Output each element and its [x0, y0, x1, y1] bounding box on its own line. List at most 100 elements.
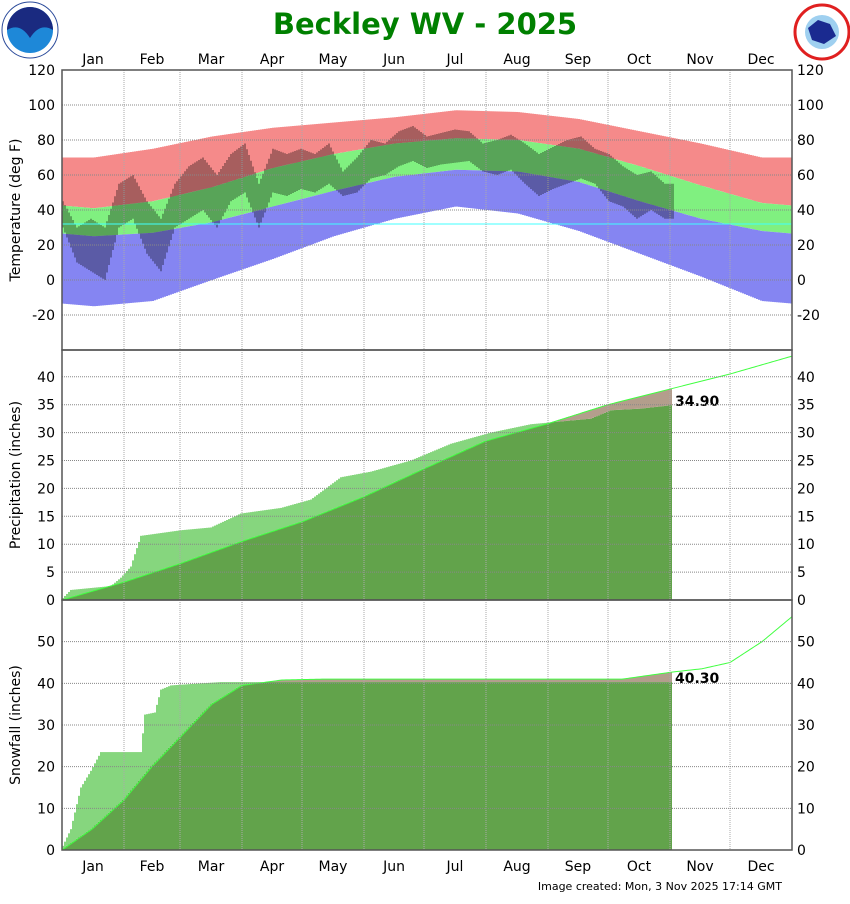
observed-temp-bar: [580, 137, 581, 179]
observed-temp-bar: [106, 221, 107, 272]
observed-normal-overlap-bar: [430, 465, 432, 600]
observed-normal-overlap-bar: [232, 690, 234, 850]
record-low-bar: [570, 181, 572, 229]
observed-normal-overlap-bar: [174, 742, 176, 850]
observed-temp-bar: [628, 170, 629, 212]
observed-normal-overlap-bar: [154, 572, 156, 600]
above-normal-bar: [194, 684, 196, 721]
observed-normal-overlap-bar: [280, 682, 282, 850]
normal-range-bar: [724, 192, 726, 223]
above-normal-bar: [174, 685, 176, 742]
y-tick-left: 25: [37, 453, 55, 469]
above-normal-bar: [128, 569, 130, 580]
observed-normal-overlap-bar: [658, 682, 660, 850]
record-high-bar: [80, 158, 82, 208]
observed-normal-overlap-bar: [490, 682, 492, 850]
above-normal-bar: [264, 510, 266, 533]
record-high-bar: [560, 117, 562, 146]
record-low-bar: [572, 181, 574, 229]
y-tick-right: 20: [797, 481, 815, 497]
record-high-bar: [528, 113, 530, 141]
above-normal-bar: [70, 590, 72, 597]
record-high-bar: [780, 158, 782, 205]
record-low-bar: [252, 212, 254, 266]
observed-normal-overlap-bar: [134, 786, 136, 850]
normal-range-bar: [722, 192, 724, 223]
observed-normal-overlap-bar: [396, 481, 398, 600]
below-normal-bar: [656, 674, 658, 682]
observed-normal-overlap-bar: [530, 428, 532, 600]
observed-normal-overlap-bar: [288, 682, 290, 850]
record-high-bar: [754, 156, 756, 201]
record-low-bar: [358, 185, 360, 229]
normal-range-bar: [754, 201, 756, 230]
observed-normal-overlap-bar: [368, 494, 370, 600]
observed-normal-overlap-bar: [390, 682, 392, 850]
record-low-bar: [310, 197, 312, 245]
above-normal-bar: [258, 511, 260, 536]
observed-temp-bar: [614, 159, 615, 203]
record-high-bar: [624, 128, 626, 162]
observed-temp-bar: [384, 144, 385, 176]
observed-normal-overlap-bar: [204, 710, 206, 850]
record-low-bar: [334, 191, 336, 236]
record-low-bar: [476, 170, 478, 209]
observed-normal-overlap-bar: [540, 682, 542, 850]
observed-normal-overlap-bar: [560, 421, 562, 600]
observed-normal-overlap-bar: [340, 506, 342, 600]
observed-normal-overlap-bar: [460, 682, 462, 850]
above-normal-bar: [106, 752, 108, 815]
observed-normal-overlap-bar: [316, 682, 318, 850]
normal-range-bar: [720, 191, 722, 223]
record-low-bar: [368, 183, 370, 226]
record-high-bar: [492, 111, 494, 139]
record-low-bar: [226, 218, 228, 274]
record-low-bar: [174, 229, 176, 293]
observed-normal-overlap-bar: [182, 562, 184, 600]
above-normal-bar: [160, 533, 162, 570]
observed-normal-overlap-bar: [396, 682, 398, 850]
record-high-bar: [634, 130, 636, 165]
observed-temp-bar: [578, 137, 579, 179]
observed-temp-bar: [448, 131, 449, 164]
record-high-bar: [334, 122, 336, 153]
record-low-bar: [716, 222, 718, 283]
normal-range-bar: [700, 186, 702, 219]
record-low-bar: [190, 226, 192, 287]
observed-temp-bar: [536, 153, 537, 195]
observed-temp-bar: [110, 209, 111, 258]
below-normal-bar: [620, 401, 622, 410]
observed-normal-overlap-bar: [450, 682, 452, 850]
record-low-bar: [192, 226, 194, 287]
record-low-bar: [466, 170, 468, 208]
record-high-bar: [476, 111, 478, 139]
observed-temp-bar: [570, 139, 571, 182]
observed-normal-overlap-bar: [440, 461, 442, 600]
observed-normal-overlap-bar: [582, 682, 584, 850]
observed-normal-overlap-bar: [576, 682, 578, 850]
observed-normal-overlap-bar: [586, 419, 588, 600]
observed-normal-overlap-bar: [392, 483, 394, 600]
below-normal-bar: [664, 390, 666, 406]
observed-temp-bar: [204, 160, 205, 213]
observed-temp-bar: [508, 136, 509, 171]
observed-temp-bar: [594, 149, 595, 184]
observed-normal-overlap-bar: [464, 682, 466, 850]
observed-normal-overlap-bar: [144, 774, 146, 850]
record-high-bar: [614, 126, 616, 159]
record-low-bar: [708, 220, 710, 279]
observed-temp-bar: [148, 204, 149, 257]
observed-normal-overlap-bar: [138, 781, 140, 850]
observed-normal-overlap-bar: [656, 682, 658, 850]
observed-temp-bar: [132, 175, 133, 219]
record-low-bar: [418, 174, 420, 214]
observed-normal-overlap-bar: [372, 682, 374, 850]
above-normal-bar: [108, 752, 110, 813]
record-low-bar: [136, 234, 138, 303]
observed-normal-overlap-bar: [224, 695, 226, 850]
observed-normal-overlap-bar: [644, 408, 646, 600]
observed-normal-overlap-bar: [412, 682, 414, 850]
above-normal-bar: [200, 528, 202, 555]
observed-normal-overlap-bar: [282, 528, 284, 600]
record-low-bar: [326, 193, 328, 239]
